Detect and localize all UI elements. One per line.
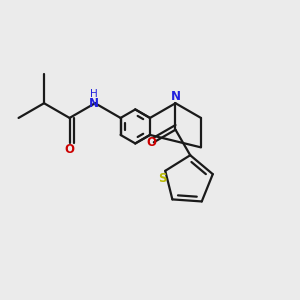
Text: H: H [90, 89, 98, 99]
Text: O: O [146, 136, 156, 149]
Text: O: O [64, 143, 75, 156]
Text: S: S [158, 172, 166, 185]
Text: N: N [170, 90, 181, 103]
Text: N: N [88, 97, 99, 110]
